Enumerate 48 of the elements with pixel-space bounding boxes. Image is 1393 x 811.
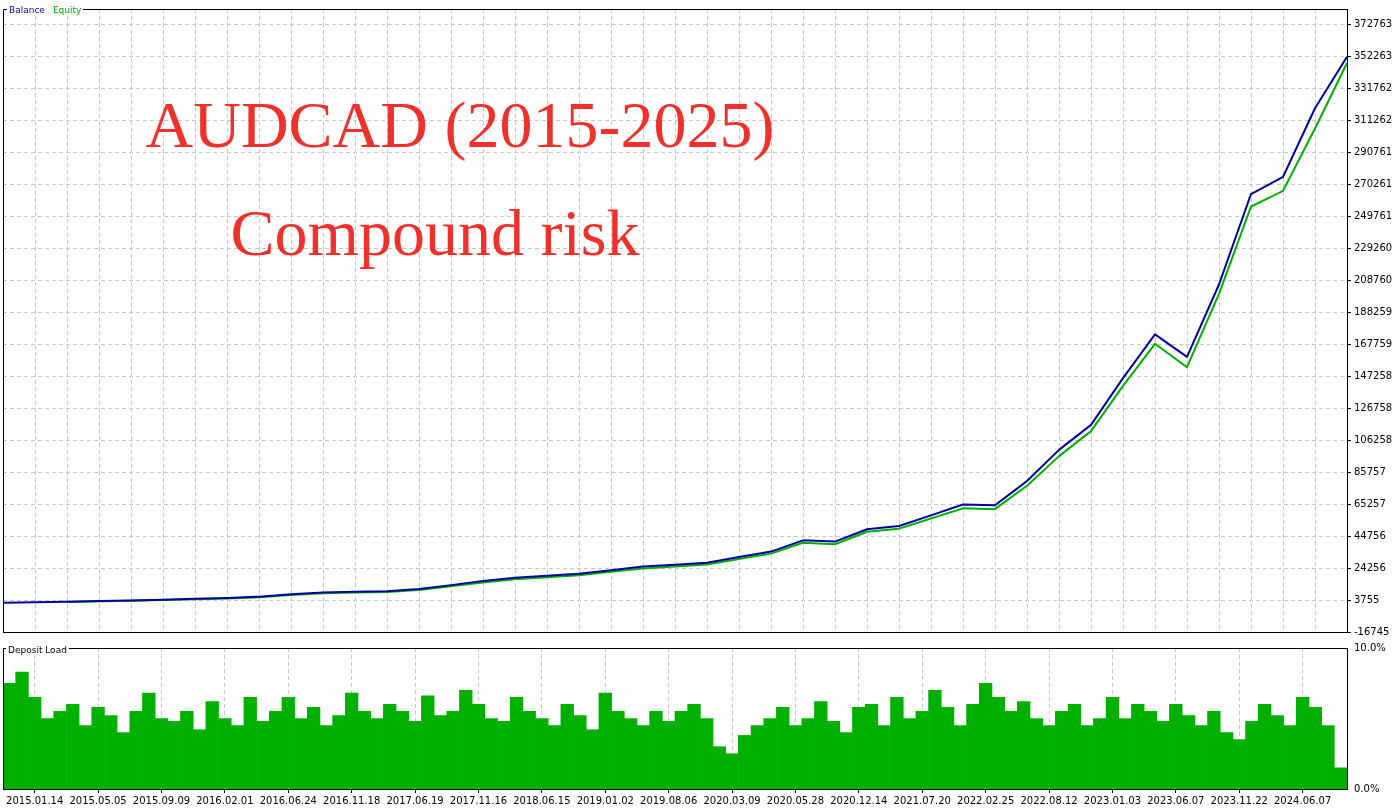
y-tick-label: 188259 (1354, 305, 1393, 317)
text: AUDCAD (2015-2025) (144, 88, 776, 161)
x-tick-label: 2021.07.20 (893, 794, 951, 806)
y-tick-label: 270261 (1354, 177, 1393, 189)
x-tick-label: 2016.06.24 (259, 794, 317, 806)
y-tick-label: 44756 (1354, 529, 1386, 541)
x-tick-label: 2023.06.07 (1147, 794, 1205, 806)
x-tick-label: 2016.11.18 (323, 794, 381, 806)
y-tick-label: 290761 (1354, 145, 1393, 157)
x-tick-label: 2022.08.12 (1020, 794, 1078, 806)
y-tick-label: 147258 (1354, 369, 1393, 381)
y-tick-label: 3755 (1354, 593, 1380, 605)
x-tick-label: 2023.01.03 (1083, 794, 1142, 806)
y-tick-label: 126758 (1354, 401, 1393, 413)
x-tick-label: 2016.02.01 (196, 794, 254, 806)
y-tick-label: 311262 (1354, 113, 1393, 125)
y-tick-label: 24256 (1354, 561, 1386, 573)
x-tick-label: 2015.09.09 (132, 794, 191, 806)
x-tick-label: 2022.02.25 (957, 794, 1015, 806)
x-tick-label: 2018.06.15 (513, 794, 571, 806)
x-tick-label: 2020.03.09 (703, 794, 761, 806)
y-tick-label: 372763 (1354, 17, 1393, 29)
text: Compound risk (229, 196, 641, 269)
y-tick-label: 208760 (1354, 273, 1393, 285)
chart-title: Deposit Load (6, 645, 69, 655)
x-tick-label: 2015.05.05 (69, 794, 127, 806)
y-tick-label: 167759 (1354, 337, 1393, 349)
y-tick-label: 331762 (1354, 81, 1393, 93)
text: Balance (9, 5, 45, 15)
x-tick-label: 2017.11.16 (449, 794, 508, 806)
y-tick-label: 229260 (1354, 241, 1393, 253)
y-tick-label: 352263 (1354, 49, 1393, 61)
x-tick-label: 2017.06.19 (386, 794, 444, 806)
x-tick-label: 2024.06.07 (1273, 794, 1332, 806)
y-tick-label: 106258 (1354, 433, 1393, 445)
x-tick-label: 2023.11.22 (1210, 794, 1268, 806)
x-tick-label: 2019.08.06 (640, 794, 698, 806)
x-tick-label: 2020.12.14 (830, 794, 888, 806)
y-tick-label: 65257 (1354, 497, 1386, 509)
x-tick-label: 2020.05.28 (766, 794, 825, 806)
x-tick-label: 2015.01.14 (6, 794, 64, 806)
y-tick-label: 0.0% (1354, 782, 1380, 794)
y-tick-label: 249761 (1354, 209, 1393, 221)
text: Equity (52, 5, 82, 15)
y-tick-label: -16745 (1354, 625, 1390, 637)
x-tick-label: 2019.01.02 (576, 794, 634, 806)
y-tick-label: 10.0% (1354, 641, 1386, 653)
y-tick-label: 85757 (1354, 465, 1386, 477)
